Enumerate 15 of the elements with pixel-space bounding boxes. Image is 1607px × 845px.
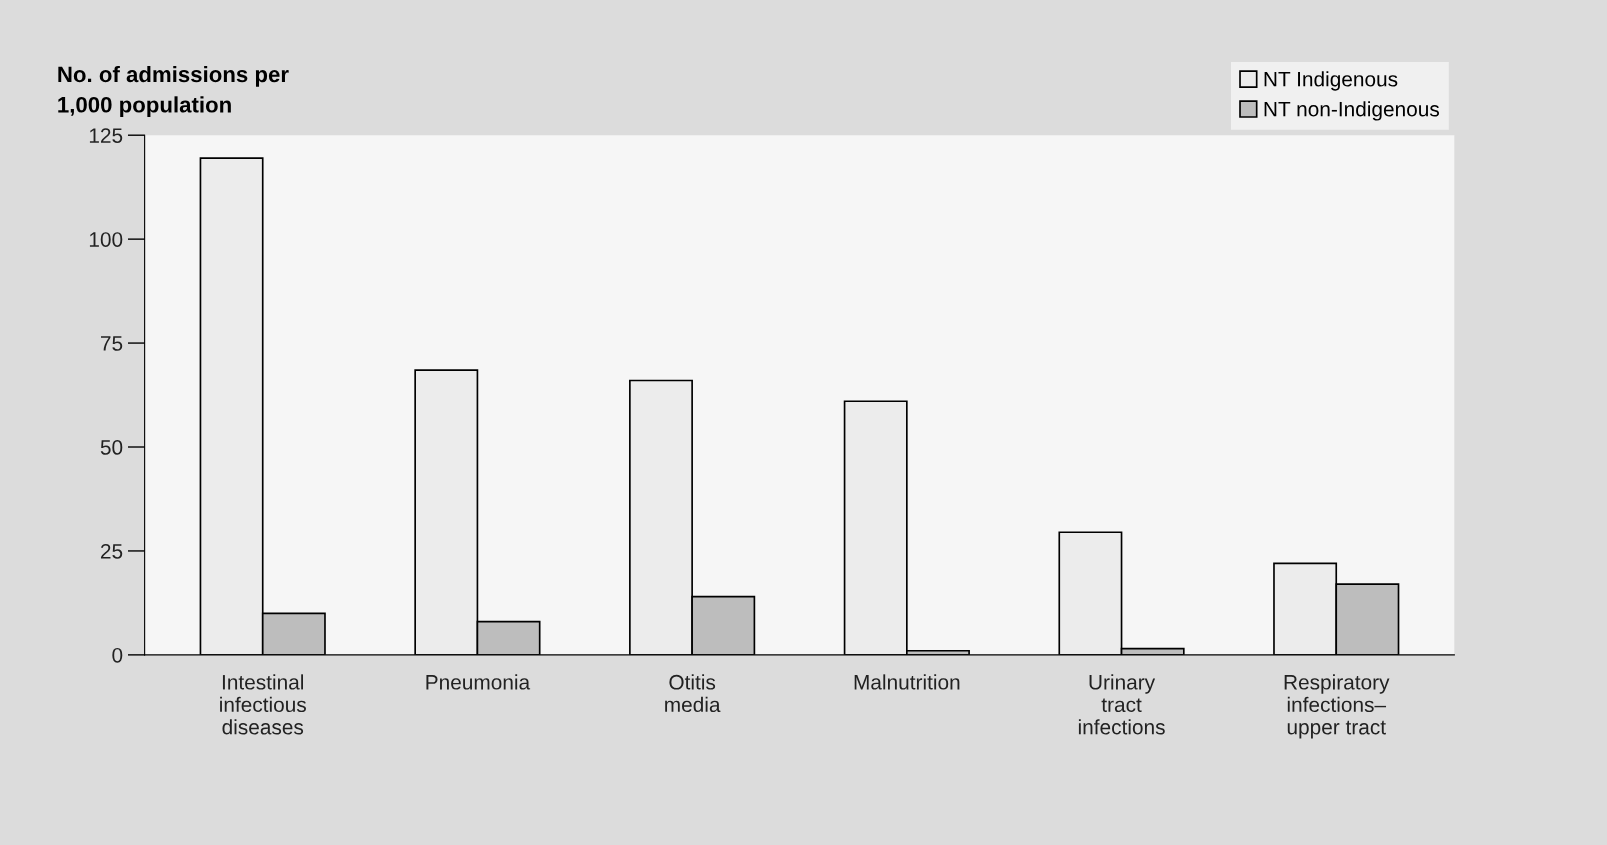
y-axis-title: No. of admissions per 1,000 population [58, 65, 289, 118]
y-tick-label: 100 [89, 232, 123, 247]
y-tick-label: 0 [112, 647, 123, 663]
x-tick-label: Intestinal infectious diseases [220, 674, 306, 735]
legend-label: NT Indigenous [1264, 71, 1398, 91]
y-tick-label: 25 [100, 543, 123, 559]
legend-label: NT non-Indigenous [1264, 101, 1440, 121]
x-tick-label: Pneumonia [426, 674, 531, 690]
x-tick-label: Urinary tract infections [1078, 674, 1165, 735]
x-tick-label: Respiratory infections– upper tract [1284, 674, 1390, 739]
y-tick-label: 75 [101, 336, 123, 351]
x-tick-label: Otitis media [665, 674, 721, 713]
x-tick-label: Malnutrition [854, 674, 960, 690]
y-tick-label: 50 [100, 440, 123, 455]
y-tick-label: 125 [89, 128, 123, 143]
